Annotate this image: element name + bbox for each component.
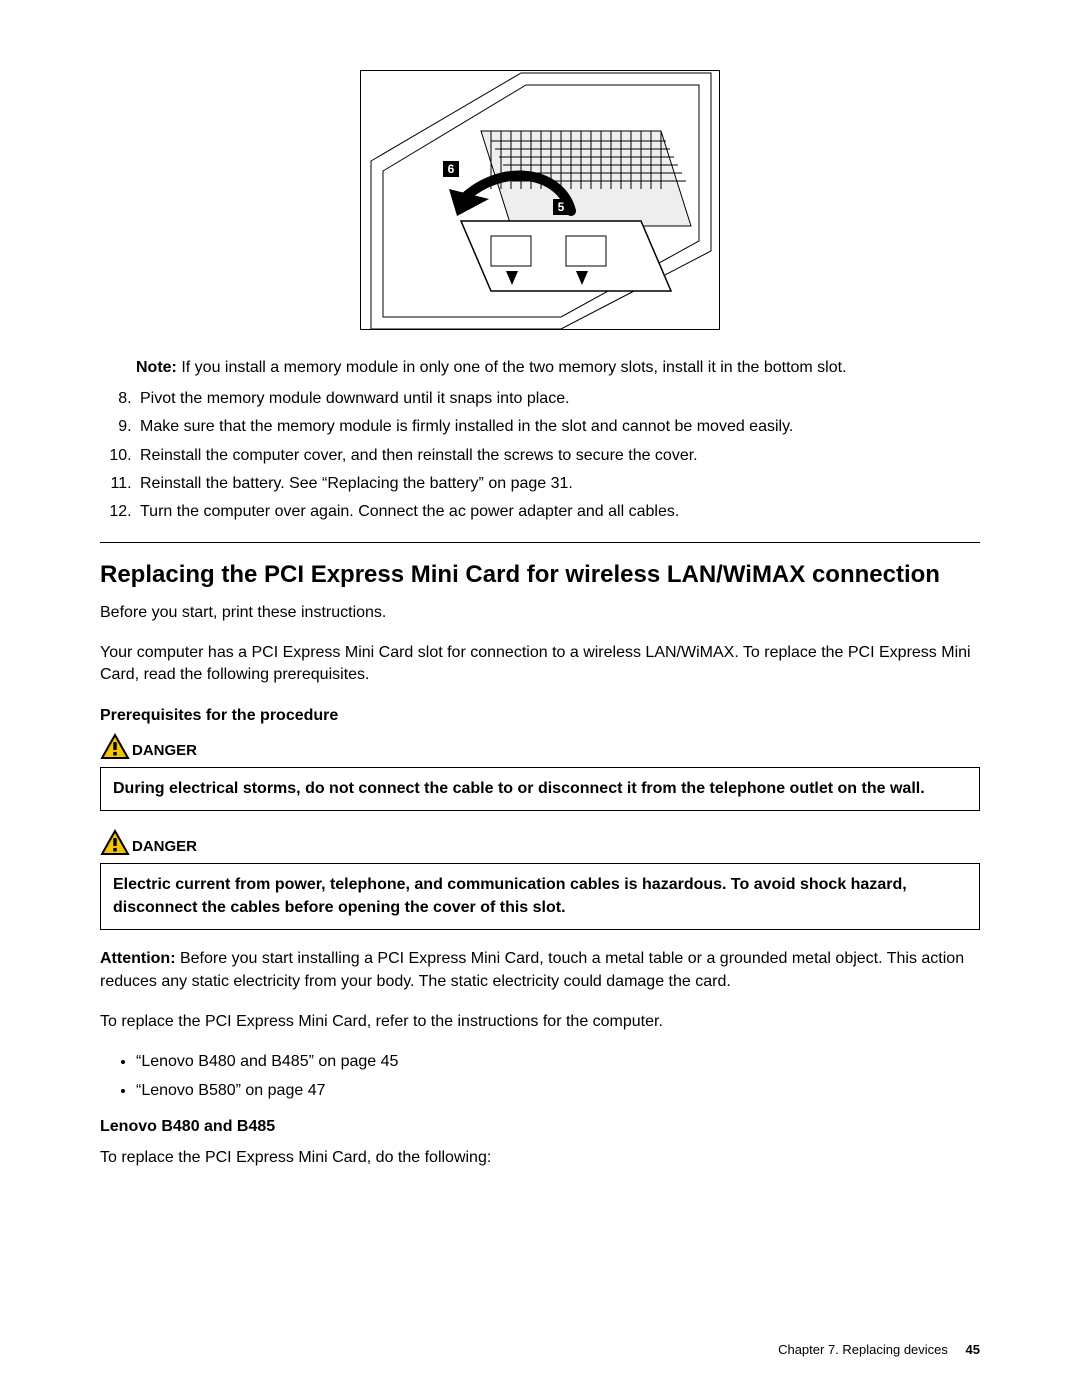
intro-paragraph-1: Before you start, print these instructio… <box>100 602 980 624</box>
danger-row-1: DANGER <box>100 733 980 761</box>
figure-wrapper: 6 5 <box>100 70 980 337</box>
section-divider <box>100 542 980 543</box>
step-item: Reinstall the computer cover, and then r… <box>136 445 980 467</box>
attention-prefix: Attention: <box>100 950 176 967</box>
document-page: 6 5 Note: If you install a memory module… <box>0 0 1080 1397</box>
page-footer: Chapter 7. Replacing devices 45 <box>778 1341 980 1359</box>
diagram-svg <box>361 71 720 330</box>
danger-row-2: DANGER <box>100 829 980 857</box>
footer-page-number: 45 <box>966 1342 980 1357</box>
warning-triangle-icon <box>100 733 130 761</box>
step-item: Turn the computer over again. Connect th… <box>136 501 980 523</box>
list-item: “Lenovo B480 and B485” on page 45 <box>136 1051 980 1073</box>
model-list: “Lenovo B480 and B485” on page 45 “Lenov… <box>100 1051 980 1102</box>
step-item: Pivot the memory module downward until i… <box>136 388 980 410</box>
model-intro: To replace the PCI Express Mini Card, do… <box>100 1147 980 1169</box>
warning-box-1: During electrical storms, do not connect… <box>100 767 980 811</box>
step-item: Make sure that the memory module is firm… <box>136 416 980 438</box>
callout-6: 6 <box>443 161 459 177</box>
callout-5: 5 <box>553 199 569 215</box>
attention-text: Before you start installing a PCI Expres… <box>100 950 964 989</box>
footer-chapter: Chapter 7. Replacing devices <box>778 1342 948 1357</box>
model-heading: Lenovo B480 and B485 <box>100 1116 980 1138</box>
note-block: Note: If you install a memory module in … <box>136 357 980 379</box>
warning-triangle-icon <box>100 829 130 857</box>
procedure-steps: Pivot the memory module downward until i… <box>100 388 980 524</box>
note-text: If you install a memory module in only o… <box>181 359 846 376</box>
prerequisites-heading: Prerequisites for the procedure <box>100 705 980 727</box>
danger-label: DANGER <box>132 740 197 761</box>
list-item: “Lenovo B580” on page 47 <box>136 1080 980 1102</box>
intro-paragraph-2: Your computer has a PCI Express Mini Car… <box>100 642 980 687</box>
attention-paragraph: Attention: Before you start installing a… <box>100 948 980 993</box>
section-heading: Replacing the PCI Express Mini Card for … <box>100 561 980 590</box>
replace-intro: To replace the PCI Express Mini Card, re… <box>100 1011 980 1033</box>
step-item: Reinstall the battery. See “Replacing th… <box>136 473 980 495</box>
warning-box-2: Electric current from power, telephone, … <box>100 863 980 930</box>
danger-label: DANGER <box>132 836 197 857</box>
memory-module-diagram: 6 5 <box>360 70 720 330</box>
note-prefix: Note: <box>136 359 177 376</box>
